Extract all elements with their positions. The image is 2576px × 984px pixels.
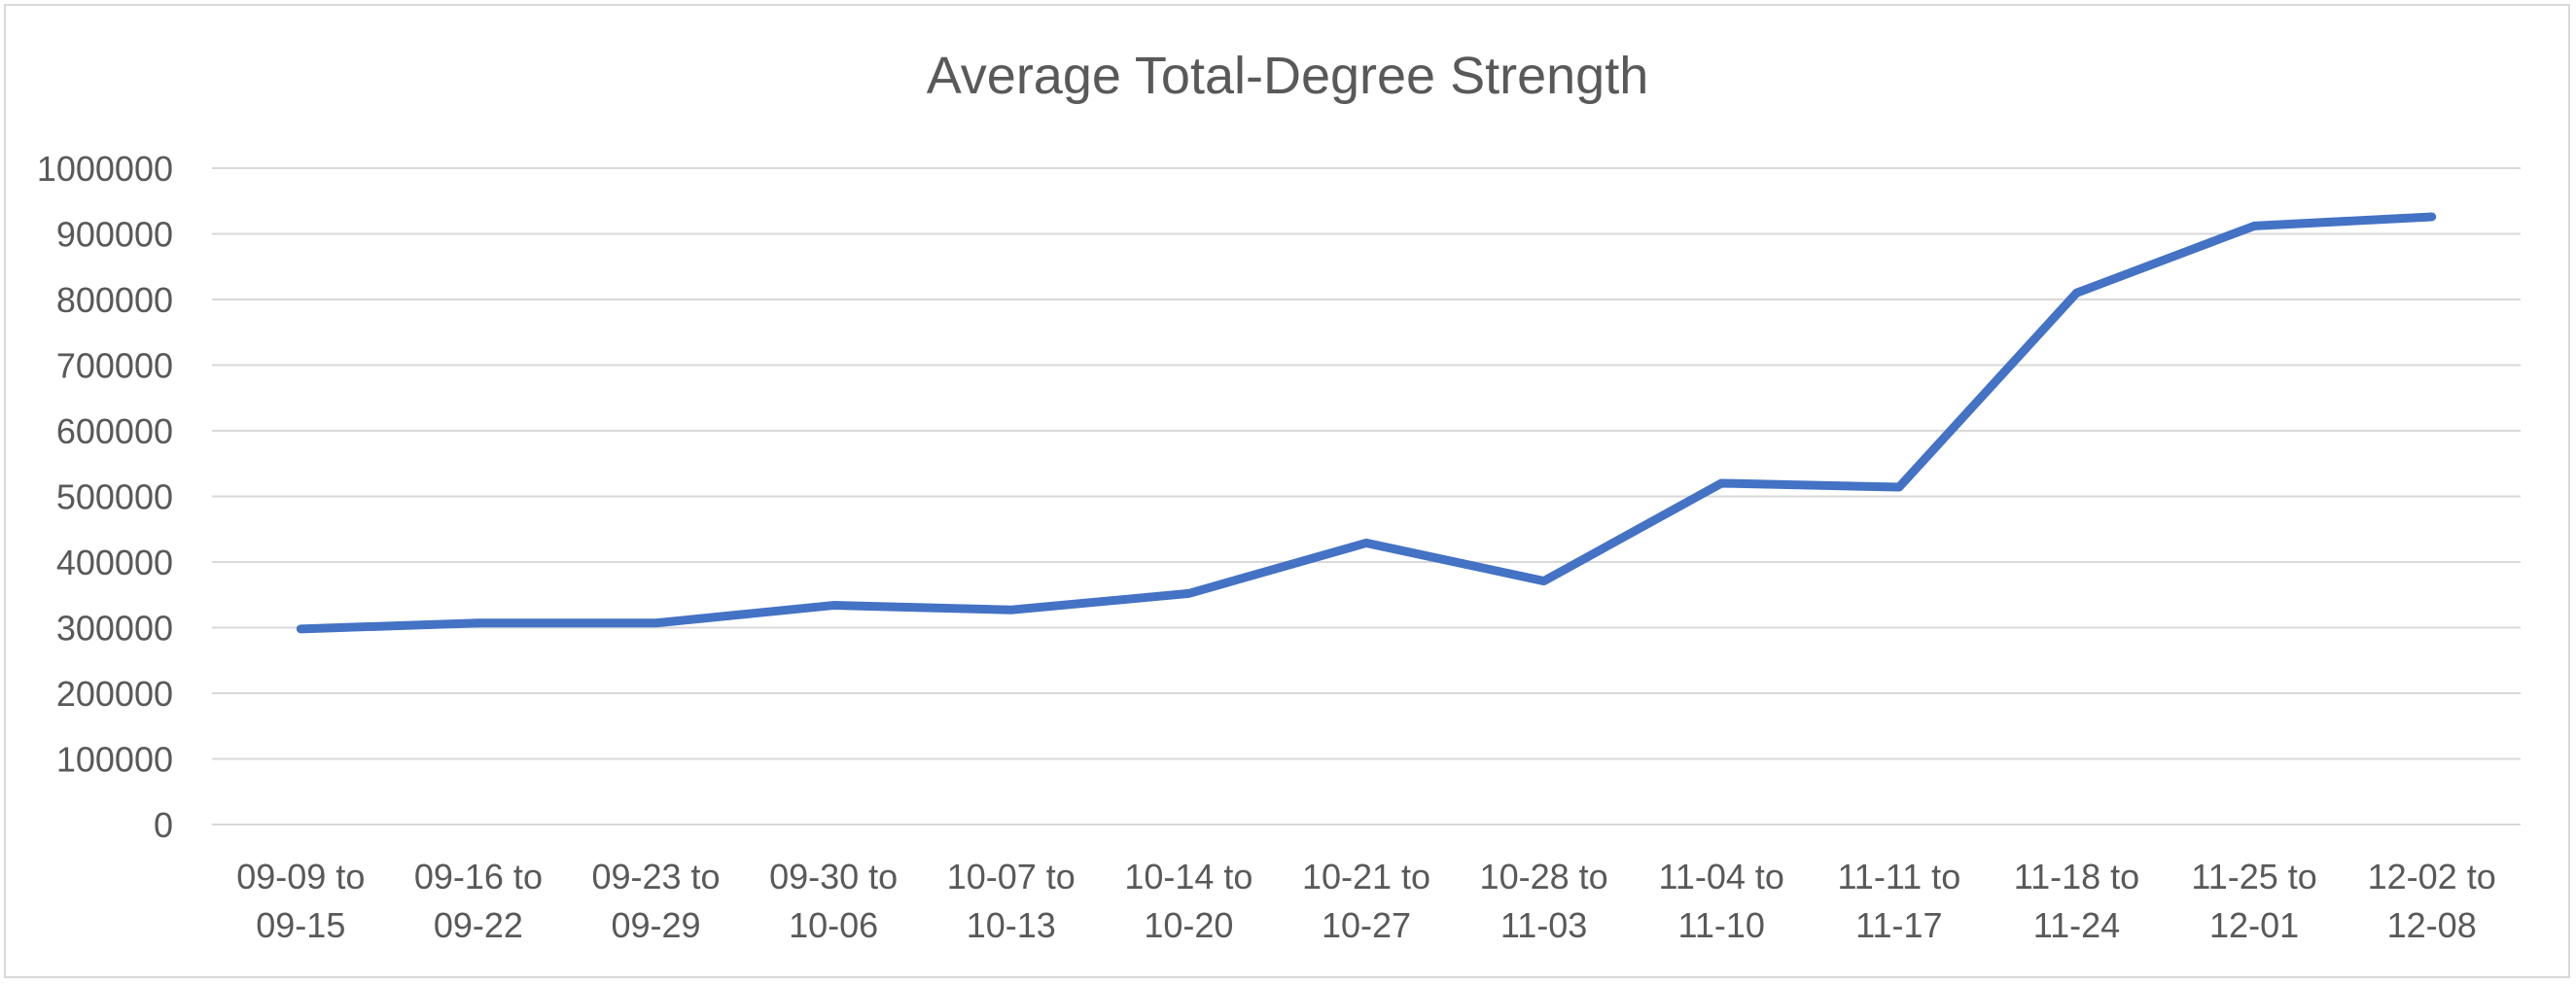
gridlines	[212, 167, 2521, 826]
y-tick-label: 300000	[56, 609, 173, 649]
data-point	[1542, 580, 1545, 582]
data-point	[832, 604, 835, 607]
x-tick-label: 11-11 to 11-17	[1837, 857, 1960, 945]
chart-title: Average Total-Degree Strength	[927, 47, 1648, 105]
y-tick-label: 900000	[56, 215, 173, 255]
data-point	[1009, 609, 1012, 612]
y-tick-label: 200000	[56, 674, 173, 714]
x-tick-label: 11-04 to 11-10	[1659, 857, 1784, 945]
x-tick-label: 09-09 to 09-15	[236, 857, 365, 945]
data-point	[1365, 542, 1367, 545]
data-point	[2075, 292, 2078, 295]
x-axis-ticks: 09-09 to 09-15 09-16 to 09-22 09-23 to 09-29 0…	[236, 857, 2495, 945]
y-tick-label: 800000	[56, 280, 173, 320]
x-tick-label: 10-07 to 10-13	[947, 857, 1076, 945]
y-tick-label: 400000	[56, 543, 173, 582]
x-tick-label: 09-23 to 09-29	[591, 857, 720, 945]
x-tick-label: 09-16 to 09-22	[414, 857, 543, 945]
y-tick-label: 100000	[56, 740, 173, 780]
x-tick-label: 12-02 to 12-08	[2368, 857, 2496, 945]
y-tick-label: 0	[154, 805, 173, 845]
x-tick-label: 10-14 to 10-20	[1124, 857, 1253, 945]
data-point	[300, 627, 302, 630]
x-tick-label: 11-25 to 12-01	[2191, 857, 2316, 945]
chart-frame	[4, 4, 2570, 978]
data-point	[1720, 482, 1723, 484]
y-tick-label: 1000000	[37, 149, 173, 189]
y-tick-label: 600000	[56, 411, 173, 451]
series-line	[296, 212, 2437, 634]
x-tick-label: 10-21 to 10-27	[1302, 857, 1430, 945]
data-point	[2253, 225, 2256, 228]
y-tick-label: 500000	[56, 477, 173, 517]
data-point	[476, 621, 479, 624]
x-tick-label: 11-18 to 11-24	[2014, 857, 2139, 945]
x-tick-label: 10-28 to 11-03	[1480, 857, 1608, 945]
data-point	[1897, 486, 1900, 489]
data-point	[654, 621, 657, 624]
series-layer	[296, 212, 2437, 634]
x-tick-label: 09-30 to 10-06	[769, 857, 898, 945]
data-point	[1187, 592, 1190, 595]
data-point	[2430, 215, 2433, 218]
y-axis-ticks: 0 100000 200000 300000 400000 500000 600000 700…	[37, 149, 173, 845]
y-tick-label: 700000	[56, 346, 173, 386]
